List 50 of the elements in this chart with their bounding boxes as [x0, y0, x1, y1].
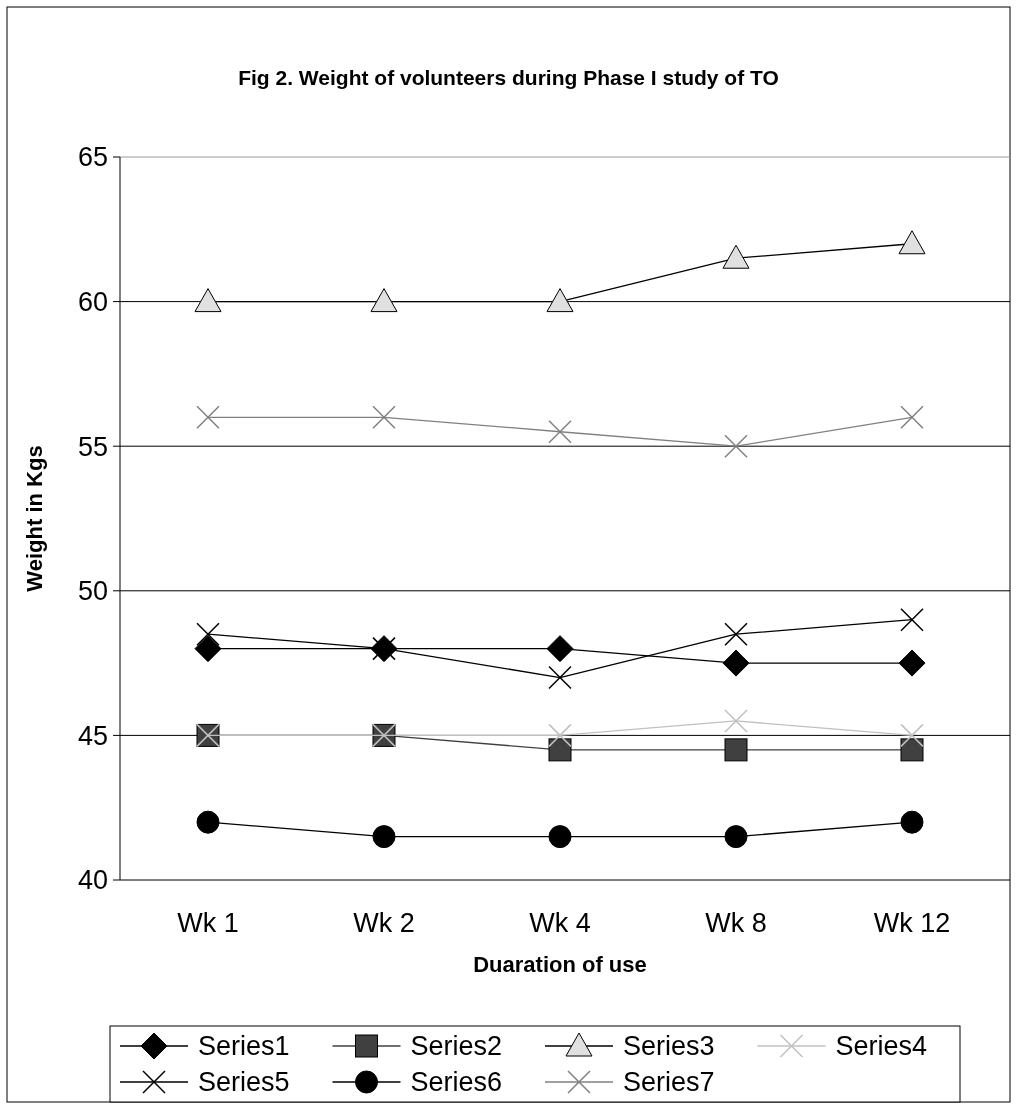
y-tick-label: 45 — [77, 720, 108, 751]
point — [548, 723, 572, 748]
legend-label: Series3 — [623, 1031, 715, 1062]
point — [900, 405, 924, 430]
point — [546, 288, 574, 313]
point — [548, 419, 572, 444]
point — [548, 825, 572, 849]
point — [724, 738, 748, 762]
point — [724, 825, 748, 849]
x-tick-label: Wk 12 — [873, 908, 951, 938]
point — [722, 244, 750, 269]
point — [724, 709, 748, 733]
y-tick-label: 40 — [77, 865, 108, 896]
point — [724, 434, 748, 458]
point — [900, 723, 924, 748]
point — [898, 230, 926, 255]
y-axis-title: Weight in Kgs — [22, 445, 47, 592]
point — [900, 607, 924, 632]
point — [372, 825, 396, 849]
point — [722, 649, 750, 677]
legend-label: Series4 — [835, 1031, 928, 1062]
legend-label: Series7 — [623, 1067, 715, 1098]
point — [196, 622, 220, 646]
x-tick-label: Wk 4 — [529, 908, 591, 938]
chart-title: Fig 2. Weight of volunteers during Phase I study of TO — [238, 66, 779, 89]
y-tick-label: 65 — [77, 142, 108, 173]
x-tick-label: Wk 1 — [177, 908, 239, 938]
point — [194, 288, 222, 313]
point — [546, 635, 574, 663]
x-tick-label: Wk 2 — [353, 908, 415, 938]
x-tick-label: Wk 8 — [705, 908, 767, 938]
x-axis-title: Duaration of use — [473, 952, 647, 977]
point — [196, 810, 220, 834]
y-tick-label: 55 — [77, 431, 108, 462]
point — [724, 622, 748, 646]
point — [548, 738, 572, 762]
point — [900, 738, 924, 762]
legend-label: Series5 — [198, 1067, 290, 1098]
point — [898, 649, 926, 677]
legend-label: Series1 — [198, 1031, 290, 1062]
point — [370, 288, 398, 313]
point — [196, 405, 220, 430]
legend-label: Series2 — [410, 1031, 503, 1062]
y-tick-label: 60 — [77, 287, 108, 318]
y-tick-label: 50 — [77, 576, 108, 607]
point — [194, 635, 222, 663]
point — [372, 405, 396, 430]
point — [900, 810, 924, 834]
legend-label: Series6 — [410, 1067, 503, 1098]
point — [548, 665, 572, 690]
